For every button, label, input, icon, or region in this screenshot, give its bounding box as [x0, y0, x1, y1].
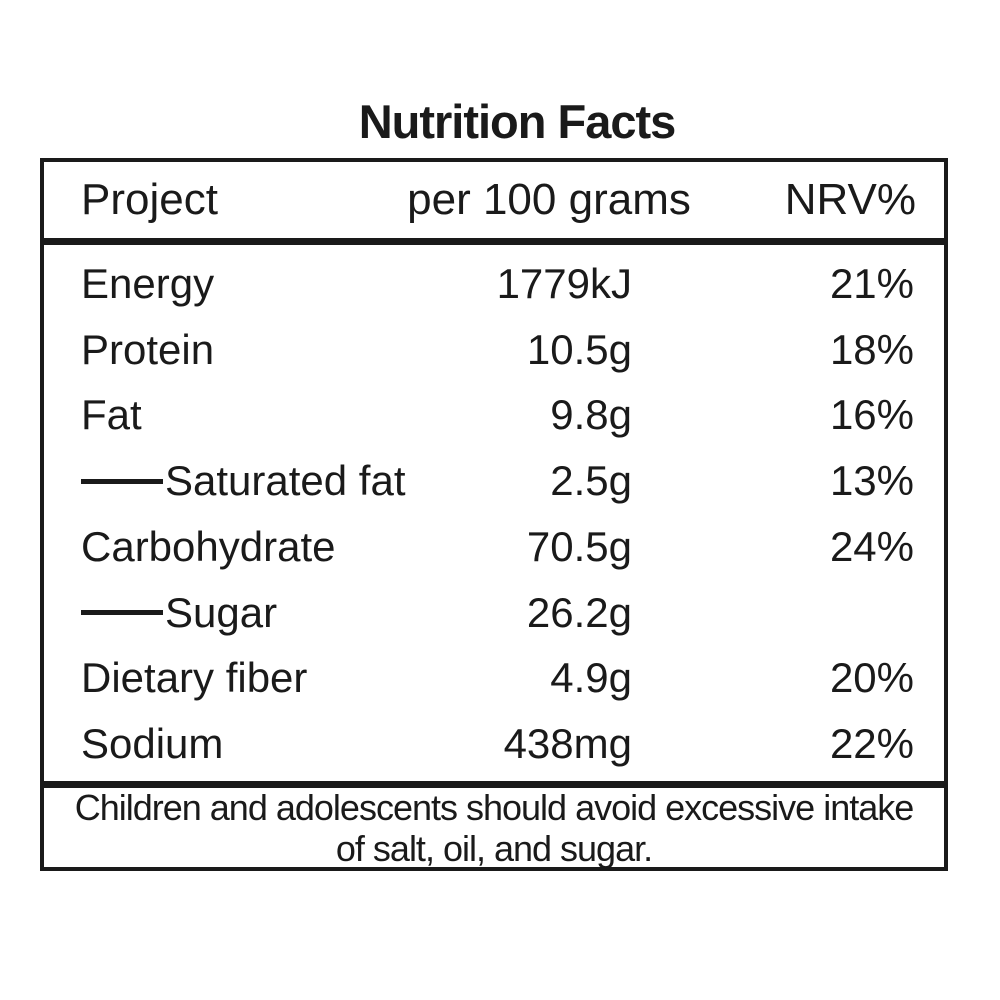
- table-header-row: Project per 100 grams NRV%: [44, 162, 944, 245]
- nutrient-name-text: Sodium: [81, 720, 224, 768]
- indent-dash-icon: [81, 478, 163, 484]
- nutrient-name-text: Carbohydrate: [81, 522, 336, 570]
- nutrient-nrv: 16%: [829, 391, 914, 439]
- header-nrv-percent: NRV%: [784, 175, 916, 224]
- table-row: Protein 10.5g 18%: [44, 317, 944, 383]
- nutrient-name-text: Energy: [81, 259, 215, 307]
- nutrient-label: Fat: [44, 391, 394, 439]
- nutrient-nrv: 18%: [829, 325, 914, 373]
- nutrient-nrv: 20%: [829, 654, 914, 702]
- nutrient-nrv: 21%: [829, 259, 914, 307]
- nutrient-amount: 70.5g: [526, 522, 632, 570]
- nutrient-amount: 438mg: [503, 720, 632, 768]
- nutrient-label: Sugar: [44, 589, 394, 637]
- table-row: Carbohydrate 70.5g 24%: [44, 514, 944, 580]
- nutrition-label: Project per 100 grams NRV% Energy 1779kJ 2…: [40, 158, 948, 871]
- indent-dash-icon: [81, 610, 163, 616]
- nutrient-name-text: Dietary fiber: [81, 654, 308, 702]
- nutrient-name-text: Protein: [81, 325, 215, 373]
- nutrient-amount: 2.5g: [550, 457, 632, 505]
- footnote: Children and adolescents should avoid ex…: [44, 781, 944, 869]
- nutrient-label: Saturated fat: [44, 457, 406, 505]
- nutrient-name-text: Sugar: [165, 588, 278, 636]
- nutrient-label: Sodium: [44, 720, 394, 768]
- table-row: Sugar 26.2g: [44, 580, 944, 646]
- nutrient-label: Carbohydrate: [44, 523, 394, 571]
- table-row: Sodium 438mg 22%: [44, 711, 944, 777]
- nutrient-nrv: 13%: [829, 457, 914, 505]
- table-row: Fat 9.8g 16%: [44, 383, 944, 449]
- table-row: Saturated fat 2.5g 13%: [44, 448, 944, 514]
- nutrient-amount: 26.2g: [526, 588, 632, 636]
- nutrient-amount: 9.8g: [550, 391, 632, 439]
- label-title: Nutrition Facts: [358, 95, 677, 148]
- nutrient-label: Protein: [44, 326, 394, 374]
- nutrient-label: Energy: [44, 260, 394, 308]
- table-row: Dietary fiber 4.9g 20%: [44, 646, 944, 712]
- nutrient-amount: 4.9g: [550, 654, 632, 702]
- table-row: Energy 1779kJ 21%: [44, 251, 944, 317]
- nutrient-amount: 1779kJ: [496, 259, 632, 307]
- nutrient-nrv: 24%: [829, 522, 914, 570]
- header-project: Project: [81, 175, 218, 224]
- nutrient-amount: 10.5g: [526, 325, 632, 373]
- nutrient-name-text: Saturated fat: [165, 457, 406, 505]
- table-body: Energy 1779kJ 21% Protein 10.5g 18% Fat 9.8g 16%…: [44, 245, 944, 781]
- header-per-100-grams: per 100 grams: [407, 175, 691, 224]
- nutrient-name-text: Fat: [81, 391, 142, 439]
- footnote-text: Children and adolescents should avoid ex…: [74, 786, 915, 869]
- nutrient-label: Dietary fiber: [44, 654, 394, 702]
- nutrient-nrv: 22%: [829, 720, 914, 768]
